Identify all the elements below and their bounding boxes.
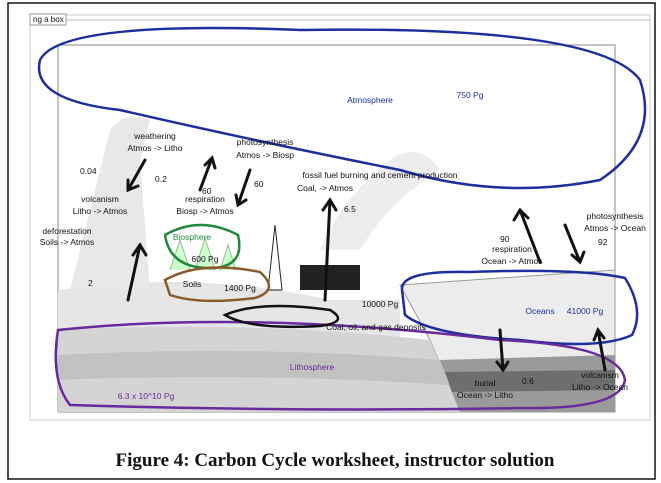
label: Atmos -> Biosp — [236, 150, 294, 160]
label: 60 — [254, 179, 264, 189]
label: volcanism — [81, 194, 119, 204]
label: Soils — [183, 279, 201, 289]
label: Litho -> Ocean — [572, 382, 628, 392]
label: 92 — [598, 237, 608, 247]
label: 0.04 — [80, 166, 97, 176]
label: 0.2 — [155, 174, 167, 184]
label: 6.3 x 10^10 Pg — [118, 391, 175, 401]
label: Oceans — [525, 306, 554, 316]
factory — [300, 265, 360, 290]
label: weathering — [133, 131, 176, 141]
label: Coal, oil, and gas deposits — [326, 322, 426, 332]
label: Ocean -> Litho — [457, 390, 513, 400]
label: Atmos -> Ocean — [584, 223, 646, 233]
label: 750 Pg — [457, 90, 484, 100]
label: Atmos -> Litho — [127, 143, 182, 153]
label: 1400 Pg — [224, 283, 256, 293]
label: Litho -> Atmos — [73, 206, 128, 216]
label: 90 — [500, 234, 510, 244]
label: 41000 Pg — [567, 306, 604, 316]
label: 10000 Pg — [362, 299, 399, 309]
label: burial — [475, 378, 496, 388]
label: Ocean -> Atmos — [481, 256, 542, 266]
label: 600 Pg — [192, 254, 219, 264]
label: volcanism — [581, 370, 619, 380]
label: 0.6 — [522, 376, 534, 386]
label: 6.5 — [344, 204, 356, 214]
label: fossil fuel burning and cement productio… — [303, 170, 458, 180]
label: 2 — [88, 278, 93, 288]
label: photosynthesis — [587, 211, 644, 221]
label: Biosp -> Atmos — [176, 206, 233, 216]
label: deforestation — [42, 226, 91, 236]
label: photosynthesis — [237, 137, 294, 147]
page: ng a box Atmosphere 750 Pg weathering At… — [0, 0, 661, 483]
label: Lithosphere — [290, 362, 335, 372]
label: Coal, -> Atmos — [297, 183, 353, 193]
label: Soils -> Atmos — [40, 237, 95, 247]
tab-label: ng a box — [33, 15, 64, 24]
caption: Figure 4: Carbon Cycle worksheet, instru… — [116, 450, 555, 471]
label: Biosphere — [173, 232, 212, 242]
label: respiration — [185, 194, 225, 204]
label: respiration — [492, 244, 532, 254]
label: Atmosphere — [347, 95, 393, 105]
